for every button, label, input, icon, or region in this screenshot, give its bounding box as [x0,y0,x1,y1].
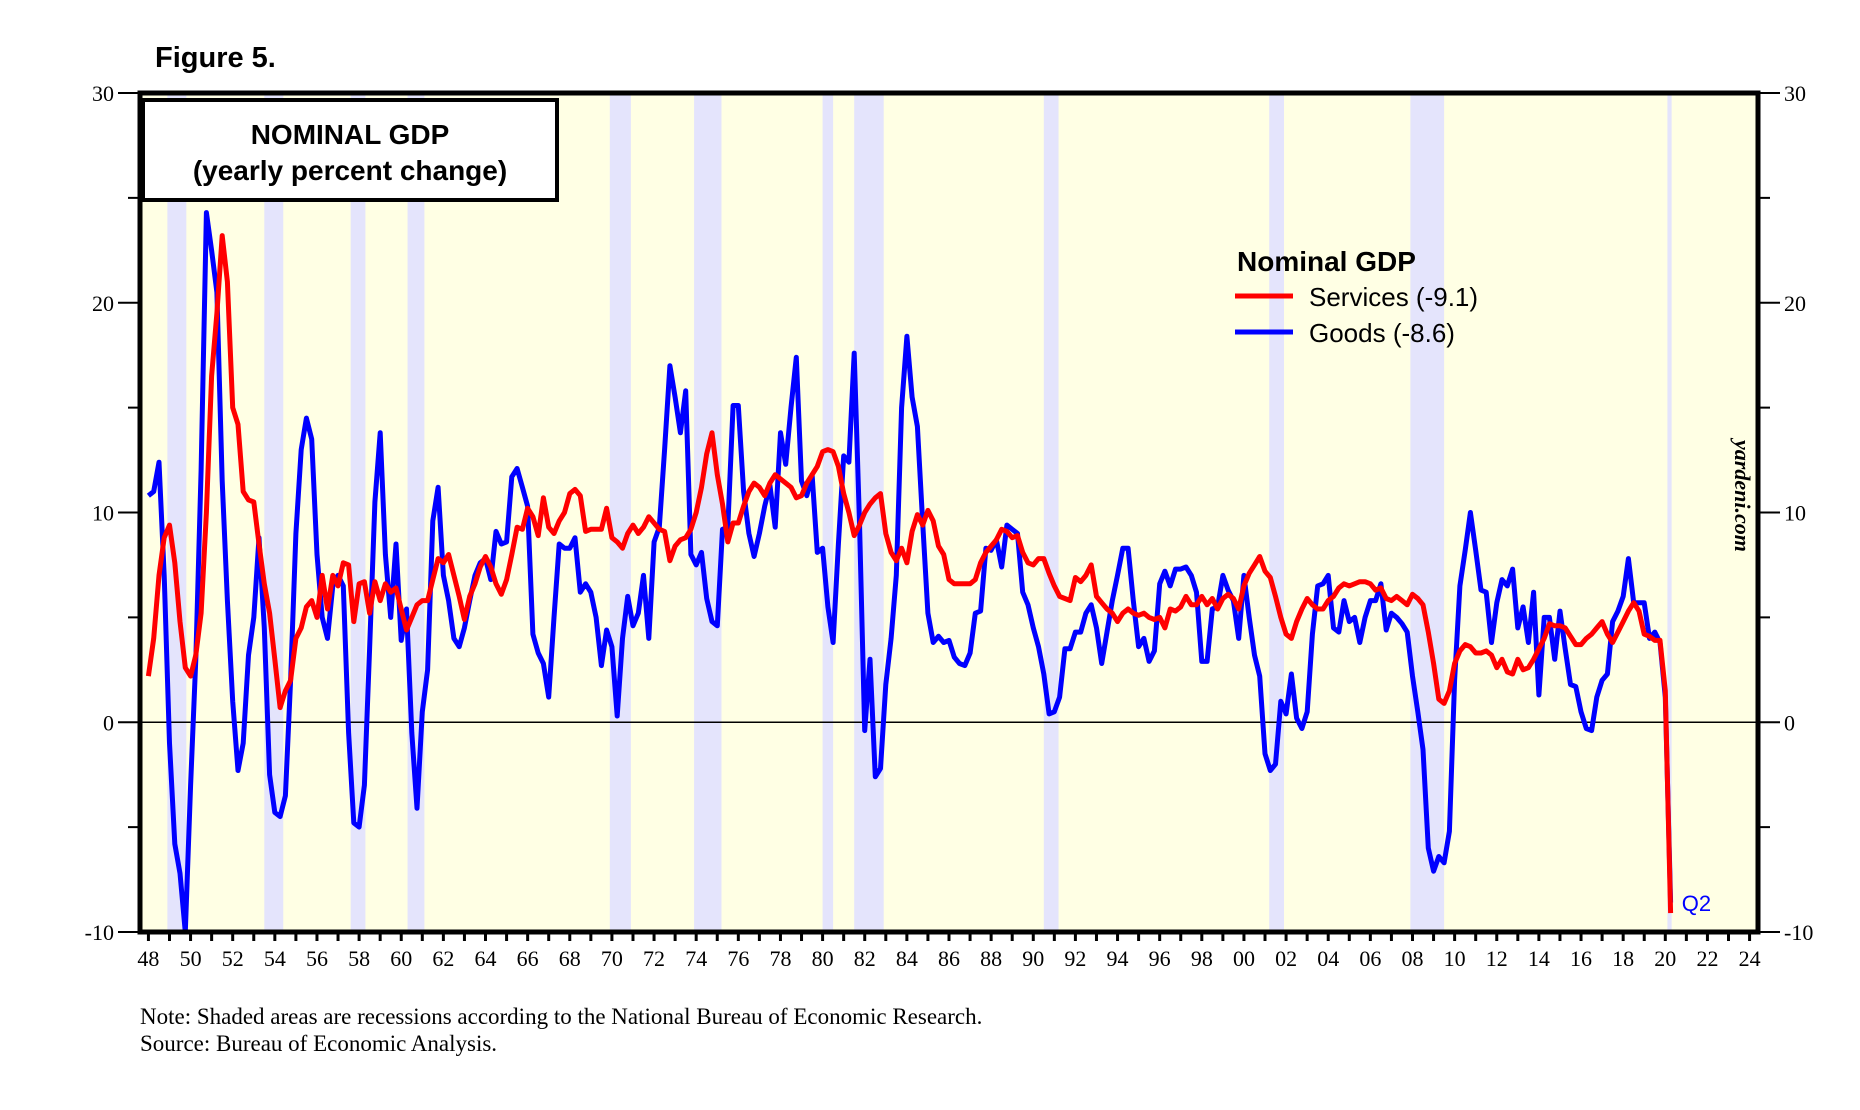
recession-band [1043,93,1059,932]
y-tick-label: 10 [92,501,114,526]
x-tick-label: 66 [517,946,539,971]
x-tick-label: 64 [475,946,497,971]
x-tick-label: 78 [769,946,791,971]
x-tick-label: 54 [264,946,286,971]
chart-subtitle: (yearly percent change) [193,155,507,186]
x-tick-label: 10 [1444,946,1466,971]
x-tick-label: 50 [180,946,202,971]
x-tick-label: 14 [1528,946,1550,971]
x-tick-label: 70 [601,946,623,971]
x-tick-label: 98 [1191,946,1213,971]
recession-band [167,93,187,932]
x-tick-label: 06 [1359,946,1381,971]
recession-band [822,93,834,932]
x-tick-label: 24 [1739,946,1761,971]
x-tick-label: 56 [306,946,328,971]
y-tick-label: 30 [1784,81,1806,106]
x-tick-label: 20 [1654,946,1676,971]
x-tick-label: 22 [1696,946,1718,971]
watermark: yardeni.com [1730,437,1755,552]
x-tick-label: 02 [1275,946,1297,971]
y-tick-label: 30 [92,81,114,106]
x-tick-label: 18 [1612,946,1634,971]
note-text: Note: Shaded areas are recessions accord… [140,1004,983,1029]
series-line-services [145,233,1674,914]
x-tick-label: 62 [432,946,454,971]
x-tick-label: 76 [727,946,749,971]
recession-band [1269,93,1284,932]
x-tick-label: 82 [854,946,876,971]
x-tick-label: 68 [559,946,581,971]
x-tick-label: 94 [1107,946,1129,971]
x-tick-label: 12 [1486,946,1508,971]
x-tick-label: 58 [348,946,370,971]
figure-label: Figure 5. [155,42,276,74]
x-tick-label: 74 [685,946,707,971]
legend-label-services: Services (-9.1) [1309,282,1478,312]
x-tick-label: 80 [812,946,834,971]
chart-title: NOMINAL GDP [251,119,450,150]
x-axis: 48 50 52 54 56 58 60 62 64 66 68 70 72 74 76 78 80 82 84 86… [137,932,1761,971]
y-tick-label: -10 [85,920,114,945]
series-line-goods [146,210,1674,935]
y-tick-label: 10 [1784,501,1806,526]
legend: Nominal GDP Services (-9.1) Goods (-8.6) [1235,246,1478,348]
y-tick-label: -10 [1784,920,1813,945]
x-tick-label: 90 [1022,946,1044,971]
x-tick-label: 16 [1570,946,1592,971]
y-tick-label: 20 [1784,291,1806,316]
y-tick-label: 0 [1784,710,1795,735]
x-tick-label: 48 [137,946,159,971]
x-tick-label: 96 [1149,946,1171,971]
y-tick-label: 20 [92,291,114,316]
series-layer [145,210,1674,935]
x-tick-label: 92 [1064,946,1086,971]
title-box: NOMINAL GDP (yearly percent change) [141,98,559,202]
x-tick-label: 84 [896,946,918,971]
x-tick-label: 08 [1401,946,1423,971]
x-tick-label: 04 [1317,946,1339,971]
legend-title: Nominal GDP [1237,246,1416,277]
x-tick-label: 86 [938,946,960,971]
x-tick-label: 88 [980,946,1002,971]
source-text: Source: Bureau of Economic Analysis. [140,1031,498,1056]
y-axis-right: -10 0 10 20 30 [1758,81,1813,945]
annotation-q2: Q2 [1682,891,1711,916]
legend-label-goods: Goods (-8.6) [1309,318,1455,348]
recession-band [609,93,631,932]
y-tick-label: 0 [103,710,114,735]
x-tick-label: 00 [1233,946,1255,971]
x-tick-label: 72 [643,946,665,971]
recession-band [1667,93,1672,932]
x-tick-label: 60 [390,946,412,971]
y-axis-left: -10 0 10 20 30 [85,81,140,945]
x-tick-label: 52 [222,946,244,971]
